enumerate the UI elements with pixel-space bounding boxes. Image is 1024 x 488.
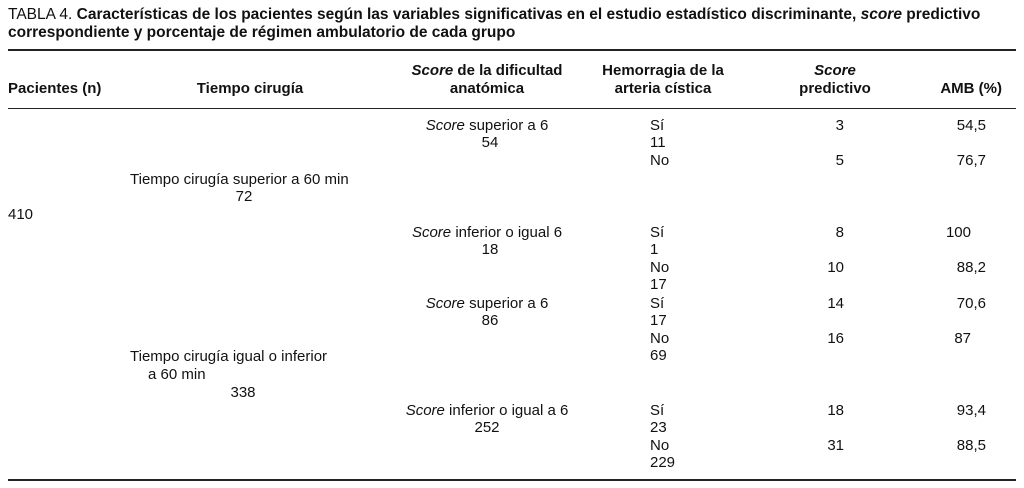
tiempo-inf-label2: a 60 min [148,366,206,383]
bottom-rule [8,479,1016,481]
header-pred-em: Score [814,62,856,79]
header-rule [8,108,1016,109]
row-3-hemo-n: 1 [650,241,659,258]
header-score-rest: de la dificultad [457,62,563,79]
score-group-2-n: 18 [481,241,499,258]
row-4-hemo-n: 17 [650,276,667,293]
row-1-hemo-n: 11 [650,134,666,151]
tiempo-inf-n: 338 [230,384,256,401]
row-8-hemo-n: 229 [650,454,676,471]
caption-title-b: predictivo [906,6,981,23]
tiempo-inf-label1: Tiempo cirugía igual o inferior [130,348,328,365]
row-4-amb: 88,2 [956,259,986,276]
row-4-hemo: No [650,259,670,276]
header-hemo-line2: arteria cística [614,80,712,97]
score-group-4: Score inferior o igual a 6 [406,402,569,419]
row-7-amb: 93,4 [956,402,986,419]
header-score-em: Score [411,62,454,79]
row-3-pred: 8 [835,224,844,241]
header-tiempo: Tiempo cirugía [196,80,304,97]
header-amb: AMB (%) [940,80,1002,97]
row-8-amb: 88,5 [956,437,986,454]
score-group-1-em: Score [425,117,465,134]
row-1-amb: 54,5 [956,117,986,134]
caption-prefix: TABLA 4. [8,6,73,23]
row-6-hemo: No [650,330,670,347]
row-5-pred: 14 [827,295,844,312]
header-pacientes: Pacientes (n) [8,80,102,97]
row-7-hemo: Sí [650,402,665,419]
header-pred-line2: predictivo [799,80,871,97]
row-5-hemo: Sí [650,295,665,312]
row-8-hemo: No [650,437,670,454]
row-1-hemo: Sí [650,117,665,134]
header-score-line2: anatómica [449,80,525,97]
pacientes-n: 410 [8,206,34,223]
score-group-2-label: inferior o igual 6 [455,224,563,241]
row-2-pred: 5 [835,152,844,169]
table-caption: TABLA 4. Características de los paciente… [8,6,980,23]
score-group-4-em: Score [405,402,445,419]
row-6-amb: 87 [954,330,971,347]
score-group-4-n: 252 [474,419,500,436]
score-group-3-label: superior a 6 [469,295,549,312]
row-8-pred: 31 [827,437,844,454]
row-1-pred: 3 [835,117,844,134]
caption-title-em: score [860,6,902,23]
score-group-3-n: 86 [481,312,499,329]
tiempo-sup-label: Tiempo cirugía superior a 60 min [130,171,349,188]
row-7-hemo-n: 23 [650,419,667,436]
score-group-2: Score inferior o igual 6 [412,224,562,241]
caption-line2: correspondiente y porcentaje de régimen … [8,24,516,41]
score-group-1: Score superior a 6 [426,117,549,134]
header-score: Score de la dificultad [412,62,563,79]
tiempo-sup-n: 72 [235,188,253,205]
row-6-hemo-n: 69 [650,347,667,364]
row-7-pred: 18 [827,402,844,419]
row-3-hemo: Sí [650,224,665,241]
score-group-1-n: 54 [481,134,499,151]
top-rule [8,49,1016,51]
row-2-amb: 76,7 [956,152,986,169]
score-group-4-label: inferior o igual a 6 [449,402,569,419]
header-hemo-line1: Hemorragia de la [602,62,724,79]
caption-title-a: Características de los pacientes según l… [76,6,857,23]
row-6-pred: 16 [827,330,844,347]
row-2-hemo: No [650,152,670,169]
row-5-hemo-n: 17 [650,312,667,329]
score-group-3-em: Score [425,295,465,312]
row-3-amb: 100 [945,224,971,241]
score-group-2-em: Score [411,224,452,241]
row-4-pred: 10 [827,259,844,276]
score-group-1-label: superior a 6 [469,117,549,134]
header-pred-line1: Score [814,62,856,79]
row-5-amb: 70,6 [956,295,986,312]
score-group-3: Score superior a 6 [426,295,549,312]
